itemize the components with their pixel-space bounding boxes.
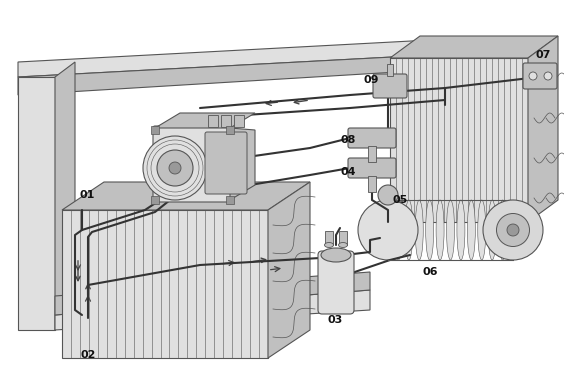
Bar: [226, 126, 234, 134]
Polygon shape: [55, 272, 370, 315]
Text: 01: 01: [80, 190, 95, 200]
Polygon shape: [62, 210, 268, 358]
Polygon shape: [55, 290, 370, 330]
Text: 03: 03: [327, 315, 342, 325]
Circle shape: [143, 136, 207, 200]
Text: 09: 09: [363, 75, 379, 85]
Ellipse shape: [321, 248, 351, 262]
Bar: [208, 115, 218, 127]
Polygon shape: [390, 36, 558, 58]
Polygon shape: [18, 55, 430, 95]
Polygon shape: [18, 77, 55, 330]
Ellipse shape: [468, 200, 475, 260]
Ellipse shape: [324, 243, 333, 248]
Circle shape: [157, 150, 193, 186]
Bar: [387, 64, 393, 76]
Circle shape: [169, 162, 181, 174]
Bar: [151, 126, 159, 134]
Circle shape: [529, 72, 537, 80]
Text: 08: 08: [340, 135, 356, 145]
Ellipse shape: [457, 200, 465, 260]
Polygon shape: [18, 40, 430, 77]
Bar: [368, 146, 376, 162]
Bar: [339, 231, 347, 245]
Polygon shape: [268, 182, 310, 358]
Polygon shape: [55, 62, 75, 330]
Text: 02: 02: [80, 350, 96, 360]
Bar: [221, 115, 231, 127]
FancyBboxPatch shape: [348, 128, 396, 148]
Ellipse shape: [394, 200, 403, 260]
Ellipse shape: [426, 200, 434, 260]
FancyBboxPatch shape: [205, 132, 247, 194]
Bar: [325, 231, 333, 245]
Ellipse shape: [436, 200, 444, 260]
Circle shape: [378, 185, 398, 205]
FancyBboxPatch shape: [153, 126, 232, 202]
Ellipse shape: [338, 243, 347, 248]
Ellipse shape: [415, 200, 423, 260]
Circle shape: [358, 200, 418, 260]
FancyBboxPatch shape: [348, 158, 396, 178]
FancyBboxPatch shape: [373, 74, 407, 98]
Ellipse shape: [478, 200, 486, 260]
Bar: [234, 115, 244, 127]
Bar: [151, 196, 159, 204]
Text: 04: 04: [340, 167, 356, 177]
Ellipse shape: [447, 200, 455, 260]
Circle shape: [496, 214, 530, 246]
Bar: [226, 196, 234, 204]
Text: 05: 05: [393, 195, 408, 205]
Text: 06: 06: [422, 267, 438, 277]
Polygon shape: [528, 36, 558, 222]
Circle shape: [507, 224, 519, 236]
Polygon shape: [230, 128, 255, 200]
Ellipse shape: [384, 200, 392, 260]
Ellipse shape: [499, 200, 506, 260]
FancyBboxPatch shape: [318, 251, 354, 314]
Polygon shape: [62, 182, 310, 210]
FancyBboxPatch shape: [523, 63, 557, 89]
Ellipse shape: [405, 200, 413, 260]
Circle shape: [544, 72, 552, 80]
Text: 07: 07: [535, 50, 550, 60]
Ellipse shape: [488, 200, 496, 260]
Polygon shape: [155, 113, 255, 128]
Polygon shape: [390, 58, 528, 222]
Bar: [368, 176, 376, 192]
Circle shape: [483, 200, 543, 260]
